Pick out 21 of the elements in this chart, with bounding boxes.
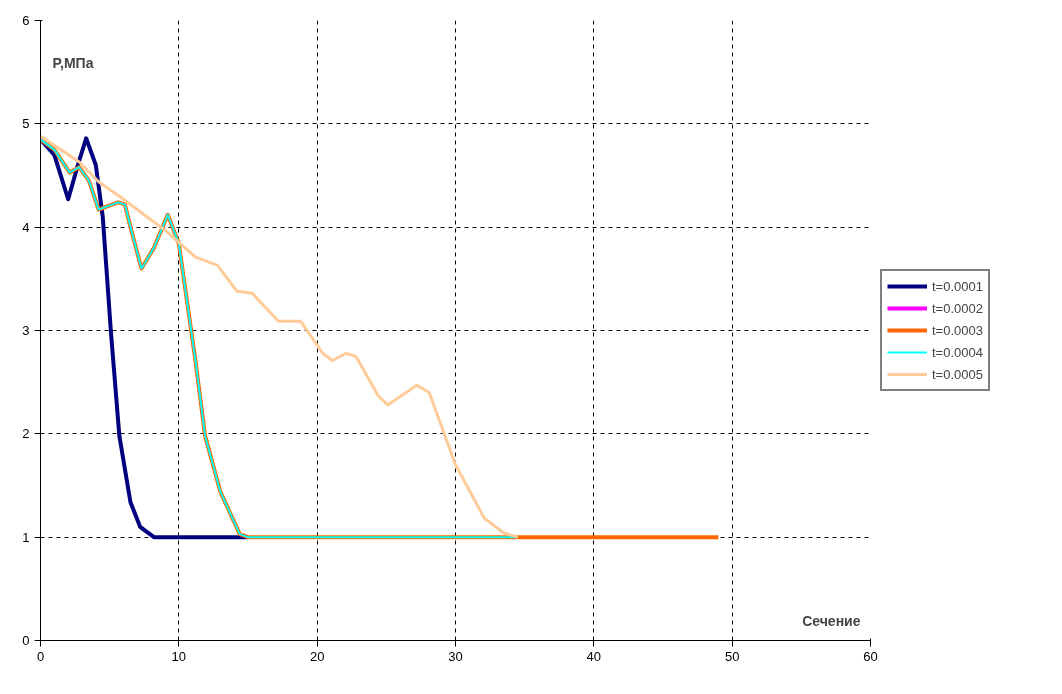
x-tick-label: 0 bbox=[36, 648, 45, 664]
y-axis-title: P,МПа bbox=[52, 54, 94, 71]
legend-label: t=0.0002 bbox=[932, 300, 983, 316]
legend-label: t=0.0001 bbox=[932, 278, 983, 294]
legend-label: t=0.0005 bbox=[932, 366, 983, 382]
x-tick-label: 50 bbox=[724, 648, 740, 664]
x-tick-label: 30 bbox=[448, 648, 463, 664]
legend-label: t=0.0003 bbox=[932, 322, 983, 338]
x-tick-label: 10 bbox=[171, 648, 187, 664]
y-tick-label: 1 bbox=[22, 529, 30, 545]
y-tick-label: 0 bbox=[22, 633, 30, 648]
y-tick-label: 2 bbox=[22, 426, 30, 442]
x-axis-title: Сечение bbox=[802, 612, 861, 629]
x-tick-label: 40 bbox=[586, 648, 602, 664]
legend-label: t=0.0004 bbox=[932, 344, 983, 360]
y-tick-label: 4 bbox=[22, 219, 30, 235]
x-tick-label: 60 bbox=[863, 648, 878, 664]
x-tick-label: 20 bbox=[309, 648, 325, 664]
y-tick-label: 5 bbox=[22, 116, 30, 132]
y-tick-label: 3 bbox=[22, 323, 30, 338]
y-tick-label: 6 bbox=[22, 13, 30, 28]
